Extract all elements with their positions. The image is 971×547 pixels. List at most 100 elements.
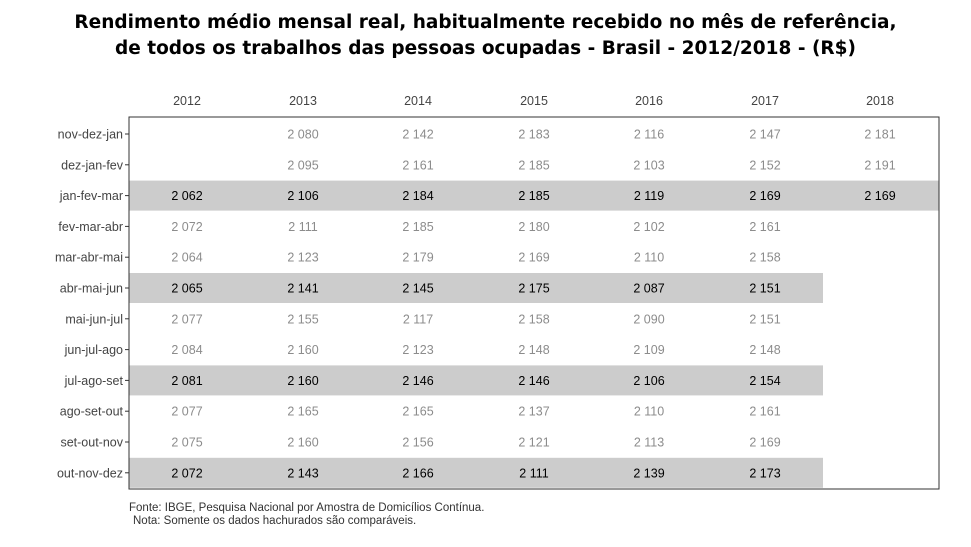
column-header: 2014 [404,94,432,108]
cell-value: 2 121 [518,436,549,450]
cell-value: 2 161 [749,220,780,234]
cell-value: 2 180 [518,220,549,234]
row-label: dez-jan-fev [61,158,124,172]
cell-value: 2 111 [519,466,548,480]
cell-value: 2 090 [633,312,664,326]
cell-value: 2 139 [633,466,664,480]
row-label: jul-ago-set [64,374,124,388]
cell-value: 2 117 [403,312,433,326]
column-header: 2012 [173,94,201,108]
row-label: abr-mai-jun [60,282,123,296]
chart-title-line-2: de todos os trabalhos das pessoas ocupad… [115,38,856,59]
cell-value: 2 169 [749,189,780,203]
column-header: 2013 [289,94,317,108]
cell-value: 2 151 [749,282,780,296]
cell-value: 2 110 [634,251,664,265]
cell-value: 2 161 [402,158,433,172]
row-label: jan-fev-mar [59,189,123,203]
cell-value: 2 106 [287,189,318,203]
cell-value: 2 081 [171,374,202,388]
cell-value: 2 146 [518,374,549,388]
cell-value: 2 161 [749,405,780,419]
cell-value: 2 065 [171,282,202,296]
cell-value: 2 184 [402,189,433,203]
row-label: mai-jun-jul [65,312,123,326]
row-label: jun-jul-ago [64,343,123,357]
cell-value: 2 173 [749,466,780,480]
cell-value: 2 141 [287,282,318,296]
cell-value: 2 160 [287,343,318,357]
cell-value: 2 103 [633,158,664,172]
cell-value: 2 119 [634,189,664,203]
cell-value: 2 062 [171,189,202,203]
cell-value: 2 102 [633,220,664,234]
cell-value: 2 075 [171,436,202,450]
cell-value: 2 175 [518,282,549,296]
footer-note: Nota: Somente os dados hachurados são co… [133,515,417,527]
panel-border [128,116,940,490]
cell-value: 2 179 [402,251,433,265]
cell-value: 2 123 [402,343,433,357]
cell-value: 2 166 [402,466,433,480]
cell-value: 2 080 [287,128,318,142]
cell-value: 2 077 [171,405,202,419]
row-label: nov-dez-jan [58,128,123,142]
cell-value: 2 145 [402,282,433,296]
cell-value: 2 072 [171,220,202,234]
highlight-band [129,180,939,211]
column-header: 2018 [866,94,894,108]
cell-value: 2 072 [171,466,202,480]
cell-value: 2 183 [518,128,549,142]
cell-value: 2 095 [287,158,318,172]
cell-value: 2 185 [402,220,433,234]
cell-value: 2 158 [518,312,549,326]
cell-value: 2 160 [287,374,318,388]
row-label: out-nov-dez [57,466,123,480]
cell-value: 2 165 [287,405,318,419]
cell-value: 2 156 [402,436,433,450]
row-label: set-out-nov [60,436,123,450]
cell-value: 2 148 [749,343,780,357]
cell-value: 2 191 [864,158,895,172]
cell-value: 2 077 [171,312,202,326]
cell-value: 2 123 [287,251,318,265]
cell-value: 2 113 [634,436,664,450]
cell-value: 2 147 [749,128,780,142]
highlight-band [129,273,823,303]
cell-value: 2 143 [287,466,318,480]
cell-value: 2 116 [634,128,664,142]
cell-value: 2 160 [287,436,318,450]
cell-value: 2 087 [633,282,664,296]
cell-value: 2 109 [633,343,664,357]
row-label: fev-mar-abr [58,220,123,234]
row-label: ago-set-out [60,405,124,419]
cell-value: 2 110 [634,405,664,419]
cell-value: 2 165 [402,405,433,419]
cell-value: 2 155 [287,312,318,326]
highlight-band [129,457,823,488]
column-header: 2016 [635,94,663,108]
cell-value: 2 142 [402,128,433,142]
cell-value: 2 169 [864,189,895,203]
cell-value: 2 137 [518,405,549,419]
column-header: 2017 [751,94,779,108]
cell-value: 2 169 [518,251,549,265]
column-header: 2015 [520,94,548,108]
row-label: mar-abr-mai [55,251,123,265]
highlight-band [129,365,823,396]
cell-value: 2 181 [864,128,895,142]
cell-value: 2 151 [749,312,780,326]
cell-value: 2 169 [749,436,780,450]
cell-value: 2 152 [749,158,780,172]
cell-value: 2 146 [402,374,433,388]
cell-value: 2 158 [749,251,780,265]
cell-value: 2 084 [171,343,202,357]
cell-value: 2 185 [518,189,549,203]
footer-source: Fonte: IBGE, Pesquisa Nacional por Amost… [129,502,485,514]
cell-value: 2 111 [288,220,317,234]
cell-value: 2 185 [518,158,549,172]
cell-value: 2 064 [171,251,202,265]
cell-value: 2 106 [633,374,664,388]
chart-title-line-1: Rendimento médio mensal real, habitualme… [74,12,897,33]
